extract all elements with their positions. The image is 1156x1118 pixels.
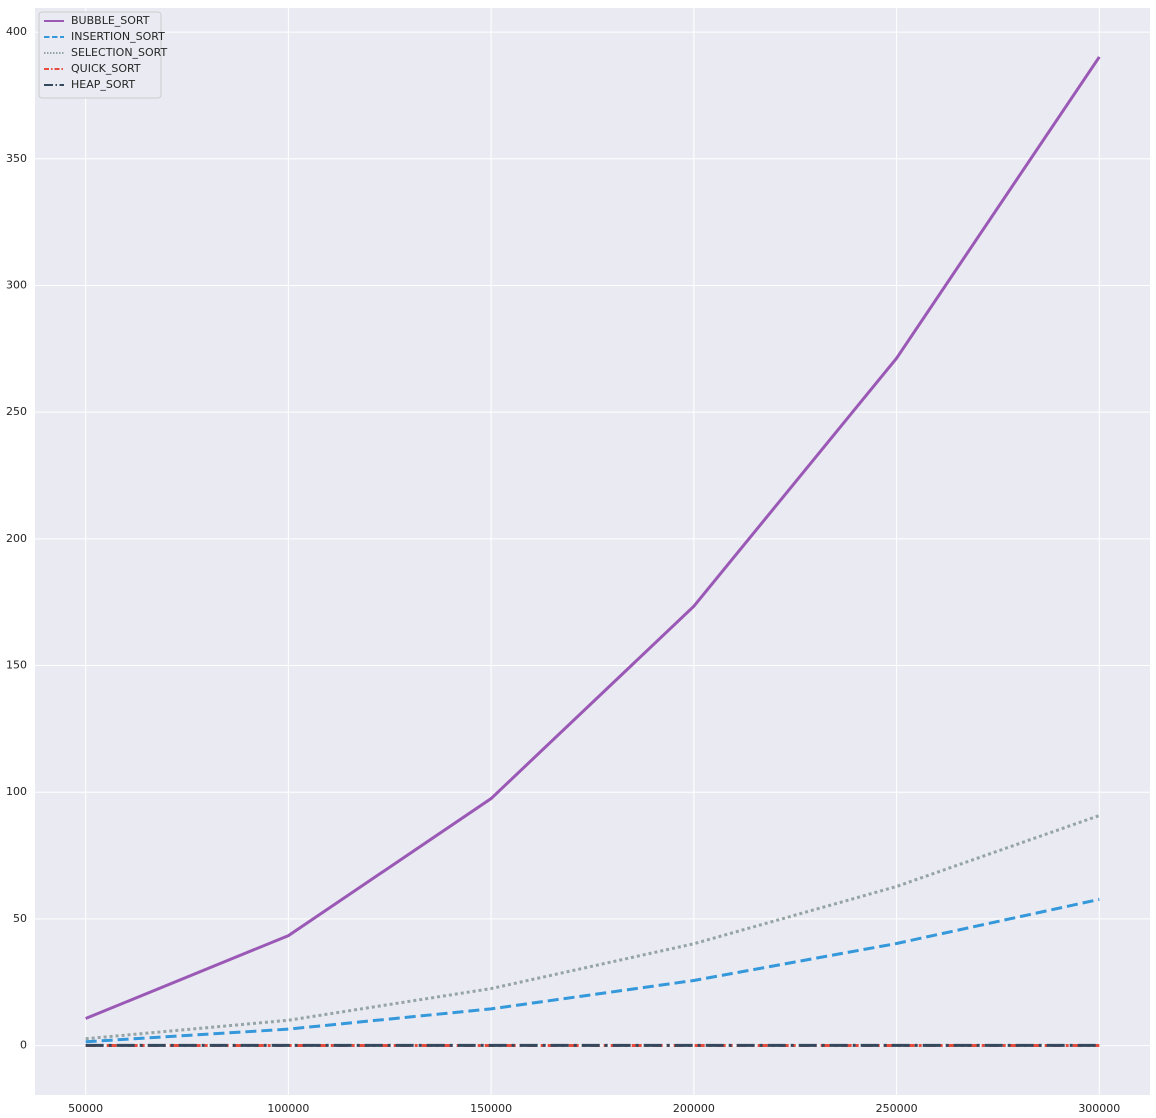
- legend-label: HEAP_SORT: [71, 78, 135, 91]
- series-line: [85, 814, 1100, 1041]
- x-tick-label: 150000: [470, 1102, 512, 1115]
- y-tick-label: 200: [6, 532, 27, 545]
- y-tick-label: 250: [6, 405, 27, 418]
- y-tick-label: 350: [6, 152, 27, 165]
- x-tick-label: 200000: [673, 1102, 715, 1115]
- x-tick-label: 100000: [267, 1102, 309, 1115]
- legend-label: INSERTION_SORT: [71, 30, 165, 43]
- x-tick-label: 50000: [68, 1102, 103, 1115]
- series-line: [85, 897, 1100, 1044]
- y-tick-label: 150: [6, 659, 27, 672]
- legend-box: [38, 11, 162, 99]
- y-tick-label: 100: [6, 785, 27, 798]
- y-tick-label: 400: [6, 25, 27, 38]
- x-tick-label: 250000: [876, 1102, 918, 1115]
- y-tick-label: 50: [13, 912, 27, 925]
- legend-label: QUICK_SORT: [71, 62, 141, 75]
- y-tick-label: 300: [6, 278, 27, 291]
- plot-area: [35, 8, 1150, 1095]
- legend-label: SELECTION_SORT: [71, 46, 168, 59]
- y-tick-label: 0: [20, 1039, 27, 1052]
- x-tick-label: 300000: [1078, 1102, 1120, 1115]
- legend: BUBBLE_SORT INSERTION_SORT SELECTION_SORT Q…: [38, 11, 168, 99]
- legend-label: BUBBLE_SORT: [71, 14, 150, 27]
- series-line: [85, 56, 1101, 1020]
